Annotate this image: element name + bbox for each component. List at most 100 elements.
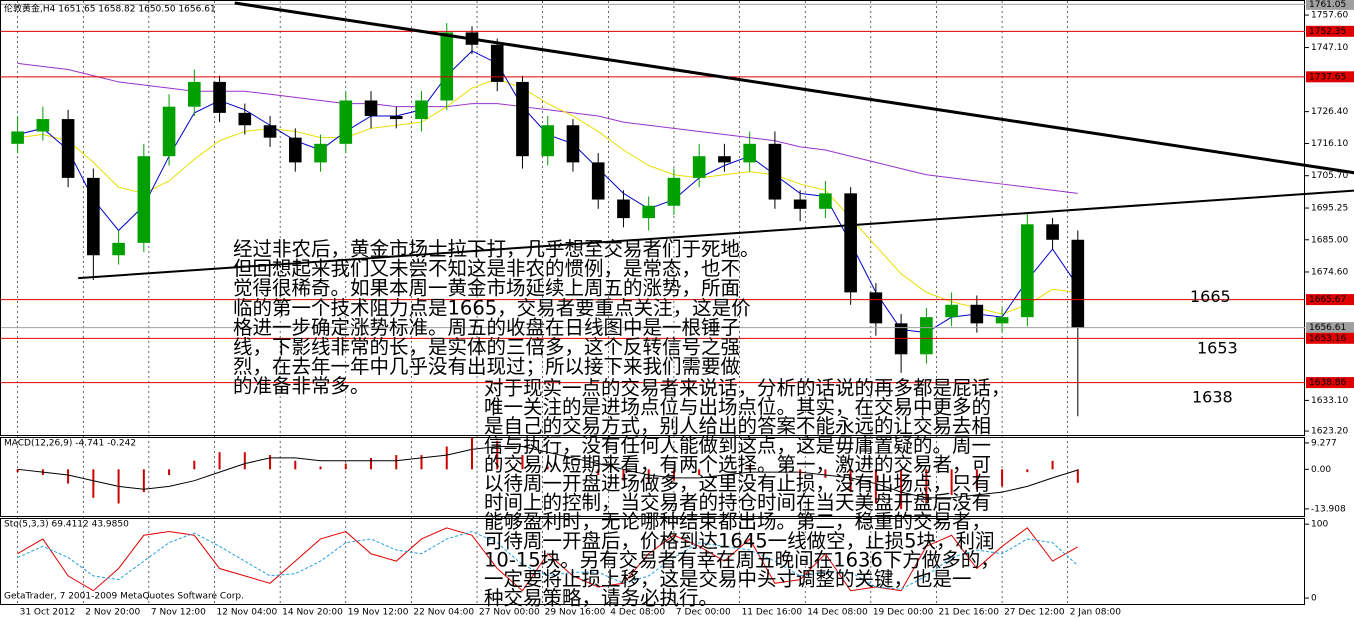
- macd-bar: [269, 455, 272, 470]
- macd-bar: [748, 466, 751, 470]
- candle-body: [642, 205, 655, 219]
- price-label-bg: [1306, 377, 1354, 389]
- candle-body: [288, 137, 302, 163]
- candle-body: [819, 193, 832, 209]
- price-label-bg: [1306, 25, 1354, 37]
- commentary-line: 的准备非常多。: [233, 375, 370, 398]
- x-tick-label: 7 Dec 00:00: [676, 608, 731, 618]
- y-tick-label: 1674.60: [1311, 267, 1348, 277]
- stoch-line: [17, 527, 1079, 592]
- price-label: 1761.05: [1309, 0, 1346, 10]
- candle-body: [566, 125, 580, 163]
- x-tick-label: 22 Nov 04:00: [413, 608, 474, 618]
- candle-body: [112, 242, 125, 256]
- macd-bar: [319, 466, 322, 470]
- x-tick-label: 14 Nov 20:00: [282, 608, 343, 618]
- y-tick-label: 1705.70: [1311, 171, 1348, 181]
- macd-bar: [874, 469, 877, 504]
- candle-body: [970, 304, 984, 324]
- candle-body: [339, 100, 353, 144]
- macd-bar: [824, 469, 827, 478]
- macd-bar: [1076, 469, 1079, 483]
- macd-bar: [168, 469, 171, 476]
- commentary-line: 对于现实一点的交易者来说话，分析的话说的再多都是屁话，: [484, 377, 1011, 400]
- trendline: [78, 189, 1354, 280]
- candle-body: [389, 115, 403, 120]
- x-tick-label: 2 Nov 20:00: [85, 608, 140, 618]
- macd-bar: [16, 469, 19, 473]
- candle-body: [945, 304, 958, 318]
- commentary-line: 种交易策略，请务必执行。: [484, 587, 718, 610]
- macd-bar: [925, 469, 928, 504]
- candle-body: [920, 317, 933, 355]
- candle-body: [364, 100, 378, 116]
- x-tick-label: 27 Dec 12:00: [1004, 608, 1065, 618]
- macd-bar: [622, 469, 625, 481]
- macd-bar: [849, 469, 852, 493]
- candle-body: [36, 119, 50, 132]
- macd-bar: [975, 469, 978, 490]
- candle-body: [617, 199, 630, 219]
- commentary-line: 10-15块。另有交易者有幸在周五晚间在1636下方做多的，: [484, 548, 1000, 571]
- candle-body: [137, 156, 151, 243]
- macd-bar: [647, 469, 650, 484]
- y-tick-label: 0: [1311, 594, 1317, 604]
- macd-bar: [546, 466, 549, 470]
- x-tick-label: 2 Jan 08:00: [1070, 608, 1122, 618]
- level-note: 1665: [1190, 287, 1231, 306]
- candle-body: [490, 44, 504, 82]
- commentary-line: 格进一步确定涨势标准。周五的收盘在日线图中是一根锤子: [233, 316, 740, 339]
- candle-body: [718, 156, 731, 163]
- macd-bar: [1001, 469, 1004, 487]
- price-label-bg: [1306, 71, 1354, 83]
- macd-bar: [193, 460, 196, 470]
- price-label-bg: [1306, 0, 1354, 10]
- copyright: GetaTrader, 7 2001-2009 MetaQuotes Softw…: [4, 592, 244, 602]
- macd-bar: [1026, 469, 1029, 473]
- macd-bar: [672, 469, 675, 481]
- stoch-panel: [0, 518, 1305, 605]
- candle-body: [591, 162, 605, 200]
- commentary-line: 觉得很稀奇。如果本周一黄金市场延续上周五的涨势，所面: [233, 277, 740, 300]
- macd-bar: [370, 457, 373, 470]
- y-tick-label: 1716.10: [1311, 139, 1348, 149]
- y-tick-label: 0.00: [1311, 465, 1331, 475]
- price-label: 1656.61: [1309, 323, 1346, 333]
- candle-body: [263, 125, 277, 138]
- y-tick-label: -13.908: [1311, 504, 1346, 514]
- y-tick-label: 1695.25: [1311, 204, 1348, 214]
- macd-bar: [698, 469, 701, 476]
- macd-bar: [470, 438, 473, 470]
- price-label: 1737.65: [1309, 72, 1346, 82]
- candle-body: [541, 125, 555, 157]
- y-tick-label: 1747.10: [1311, 43, 1348, 53]
- x-tick-label: 31 Oct 2012: [20, 608, 76, 618]
- candle-body: [11, 131, 24, 144]
- macd-bar: [420, 455, 423, 470]
- macd-bar: [294, 460, 297, 470]
- candle-body: [314, 143, 327, 163]
- y-tick-label: 1726.40: [1311, 107, 1348, 117]
- macd-bar: [597, 469, 600, 476]
- candle-body: [692, 156, 706, 178]
- x-tick-label: 11 Dec 16:00: [742, 608, 803, 618]
- price-label: 1638.86: [1309, 378, 1346, 388]
- chart-header: 伦敦黄金,H4 1651.65 1658.82 1650.50 1656.61: [4, 3, 216, 15]
- candle-body: [743, 143, 756, 163]
- commentary-line: 唯一关注的是进场点位与出场点位。其实，在交易中更多的: [484, 396, 991, 419]
- candle-body: [213, 81, 226, 113]
- y-tick-label: 1685.00: [1311, 235, 1348, 245]
- candle-body: [238, 112, 252, 126]
- main-panel: [0, 0, 1305, 436]
- price-label-bg: [1306, 332, 1354, 344]
- commentary-line: 的交易从短期来看，有两个选择。第一，激进的交易者，可: [484, 453, 991, 476]
- commentary-line: 经过非农后，黄金市场士拉下打，几乎想至交易者们于死地。: [233, 238, 760, 261]
- candle-body: [844, 193, 857, 293]
- commentary-line: 临的第一个技术阻力点是1665，交易者要重点关注，这是价: [233, 296, 751, 319]
- level-note: 1653: [1197, 338, 1238, 357]
- macd-bar: [92, 469, 95, 498]
- y-tick-label: 1757.60: [1311, 11, 1348, 21]
- macd-signal: [17, 446, 1078, 499]
